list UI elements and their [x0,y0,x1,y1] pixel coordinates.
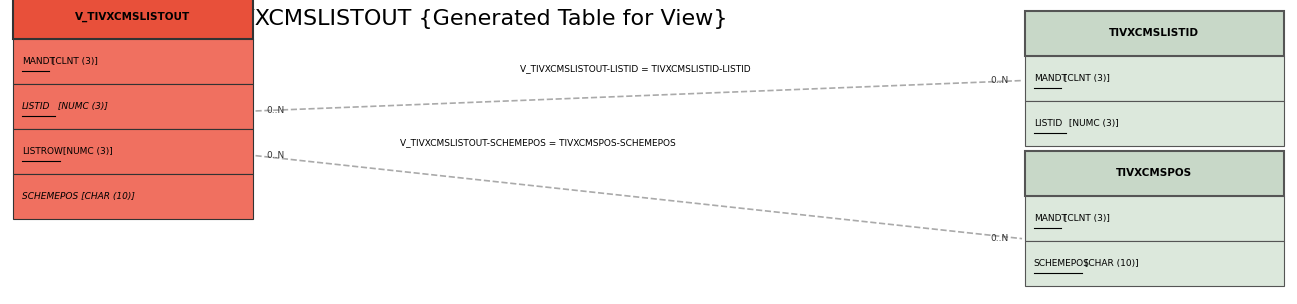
Text: [NUMC (3)]: [NUMC (3)] [54,102,108,111]
Text: 0..N: 0..N [266,151,284,160]
Text: V_TIVXCMSLISTOUT-SCHEMEPOS = TIVXCMSPOS-SCHEMEPOS: V_TIVXCMSLISTOUT-SCHEMEPOS = TIVXCMSPOS-… [401,138,676,147]
Text: SCHEMEPOS: SCHEMEPOS [1034,259,1089,268]
Text: 0..N: 0..N [991,234,1009,243]
Bar [1025,241,1284,286]
Bar [13,84,253,129]
Text: [NUMC (3)]: [NUMC (3)] [1066,119,1119,128]
Bar [13,129,253,174]
Text: [CLNT (3)]: [CLNT (3)] [49,57,99,66]
Text: LISTID: LISTID [1034,119,1062,128]
Text: MANDT: MANDT [1034,74,1066,83]
Bar [1025,196,1284,241]
Bar [1025,11,1284,56]
Text: 0..N: 0..N [991,76,1009,85]
Text: MANDT: MANDT [1034,214,1066,223]
Bar [1025,101,1284,146]
Bar [1025,56,1284,101]
Bar [13,0,253,39]
Text: LISTROW: LISTROW [22,147,64,156]
Text: TIVXCMSLISTID: TIVXCMSLISTID [1109,29,1200,38]
Bar [13,174,253,219]
Text: TIVXCMSPOS: TIVXCMSPOS [1117,168,1192,178]
Text: [CHAR (10)]: [CHAR (10)] [1083,259,1139,268]
Text: LISTID: LISTID [22,102,51,111]
Text: MANDT: MANDT [22,57,54,66]
Bar [13,39,253,84]
Text: [CLNT (3)]: [CLNT (3)] [1061,214,1110,223]
Bar [1025,151,1284,196]
Text: [NUMC (3)]: [NUMC (3)] [60,147,113,156]
Text: V_TIVXCMSLISTOUT-LISTID = TIVXCMSLISTID-LISTID: V_TIVXCMSLISTOUT-LISTID = TIVXCMSLISTID-… [520,64,751,73]
Text: [CLNT (3)]: [CLNT (3)] [1061,74,1110,83]
Text: V_TIVXCMSLISTOUT: V_TIVXCMSLISTOUT [75,11,191,22]
Text: SCHEMEPOS [CHAR (10)]: SCHEMEPOS [CHAR (10)] [22,192,135,201]
Text: SAP ABAP table V_TIVXCMSLISTOUT {Generated Table for View}: SAP ABAP table V_TIVXCMSLISTOUT {Generat… [13,9,728,30]
Text: 0..N: 0..N [266,106,284,116]
